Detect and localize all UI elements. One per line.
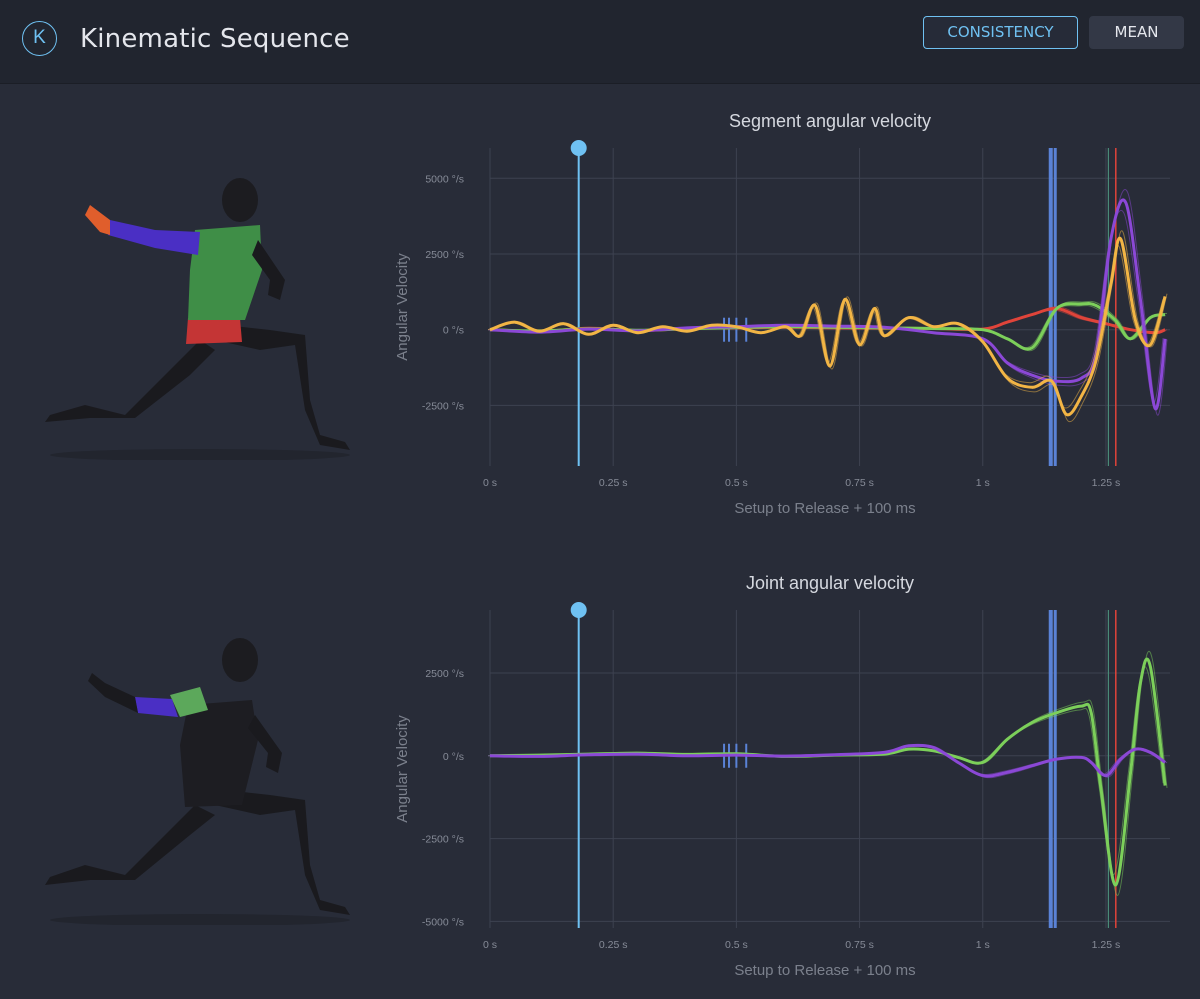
trial-trace — [487, 745, 1164, 775]
x-tick-label: 0.75 s — [845, 939, 874, 951]
x-tick-label: 1.25 s — [1092, 477, 1121, 489]
trial-trace — [491, 651, 1168, 896]
y-tick-label: -2500 °/s — [422, 834, 464, 846]
y-tick-label: 2500 °/s — [425, 249, 464, 261]
setup-marker-handle[interactable] — [570, 602, 587, 618]
segment-body-model[interactable] — [30, 160, 370, 460]
y-tick-label: 0 °/s — [443, 751, 464, 763]
series-line — [489, 236, 1167, 417]
consistency-button[interactable]: CONSISTENCY — [923, 16, 1078, 49]
setup-marker-handle[interactable] — [570, 140, 587, 156]
x-tick-label: 1 s — [976, 477, 990, 489]
x-tick-label: 0 s — [483, 477, 497, 489]
event-band — [1053, 610, 1057, 928]
x-axis-label: Setup to Release + 100 ms — [734, 500, 915, 517]
series-line — [489, 657, 1167, 887]
y-tick-label: 5000 °/s — [425, 173, 464, 185]
joint-angular-velocity-chart: Joint angular velocity 0 s 0.25 s 0.5 s 0.75… — [380, 562, 1180, 992]
x-tick-label: 0.25 s — [599, 477, 628, 489]
y-axis-label: Angular Velocity — [394, 253, 411, 361]
y-tick-label: -5000 °/s — [422, 916, 464, 928]
series-line — [489, 743, 1166, 778]
trial-trace — [487, 666, 1164, 876]
event-band — [1048, 148, 1053, 466]
y-tick-label: 0 °/s — [443, 325, 464, 337]
x-tick-label: 0.5 s — [725, 477, 748, 489]
x-axis-label: Setup to Release + 100 ms — [734, 962, 915, 979]
x-tick-label: 1.25 s — [1092, 939, 1121, 951]
series-line — [489, 198, 1167, 411]
x-tick-label: 0.5 s — [725, 939, 748, 951]
joint-body-model[interactable] — [30, 625, 370, 925]
x-tick-label: 0.75 s — [845, 477, 874, 489]
x-tick-label: 1 s — [976, 939, 990, 951]
x-tick-label: 0.25 s — [599, 939, 628, 951]
app-title: Kinematic Sequence — [80, 24, 350, 54]
x-tick-label: 0 s — [483, 939, 497, 951]
chart-title: Segment angular velocity — [729, 111, 931, 131]
app-logo-icon[interactable]: K — [22, 21, 57, 56]
mean-button[interactable]: MEAN — [1089, 16, 1184, 49]
trial-trace — [491, 743, 1168, 779]
segment-angular-velocity-chart: Segment angular velocity 0 s 0.25 s 0.5 s 0.… — [380, 100, 1180, 530]
y-tick-label: 2500 °/s — [425, 668, 464, 680]
chart-title: Joint angular velocity — [746, 573, 914, 593]
top-bar: K Kinematic Sequence CONSISTENCY MEAN — [0, 0, 1200, 84]
y-tick-label: -2500 °/s — [422, 400, 464, 412]
y-axis-label: Angular Velocity — [394, 715, 411, 823]
event-band — [1048, 610, 1053, 928]
